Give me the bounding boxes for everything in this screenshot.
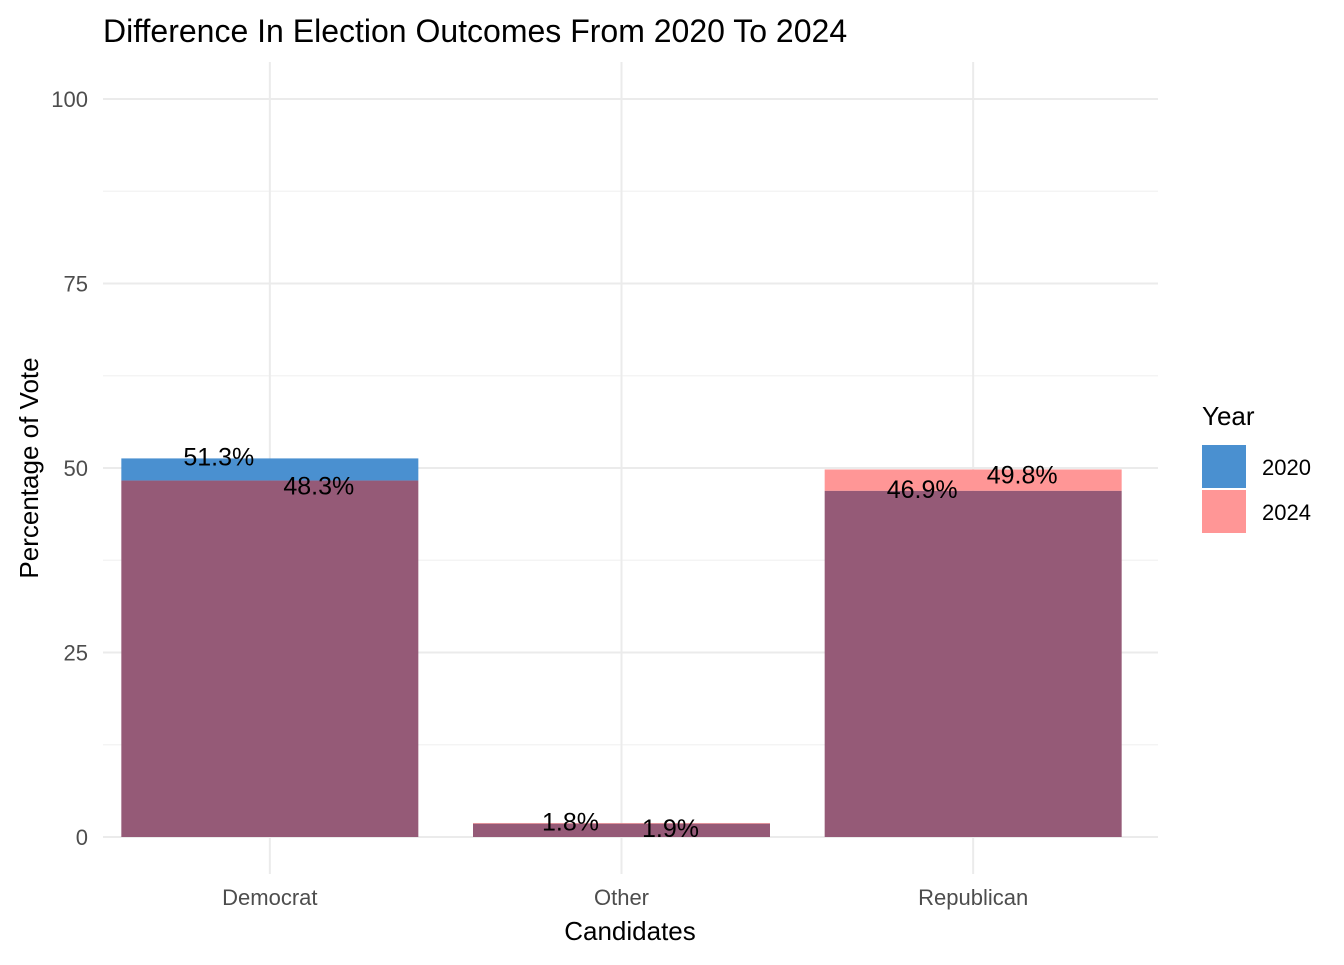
y-tick-label: 100 [51, 87, 88, 112]
legend-key-2024 [1202, 490, 1246, 533]
bar-overlap-republican [824, 490, 1122, 837]
legend-title: Year [1202, 401, 1255, 431]
data-label-2024: 48.3% [283, 473, 354, 501]
legend-key-2020 [1202, 445, 1246, 488]
x-axis-title: Candidates [564, 916, 696, 946]
chart-title: Difference In Election Outcomes From 202… [103, 13, 847, 49]
y-tick-label: 75 [64, 272, 88, 297]
data-label-2024: 1.9% [642, 815, 699, 843]
bar-overlap-democrat [121, 480, 419, 837]
legend-label-2024: 2024 [1262, 500, 1311, 525]
bar-2020-democrat [121, 458, 419, 481]
data-labels: 51.3% 1.8% 46.9% 48.3% 1.9% 49.8% [183, 443, 1057, 843]
data-label-2024: 49.8% [987, 461, 1058, 489]
bars [121, 458, 1122, 837]
y-tick-label: 50 [64, 456, 88, 481]
data-label-2020: 46.9% [887, 476, 958, 504]
bar-2024-other [473, 822, 770, 824]
bar-2024-republican [824, 469, 1122, 491]
legend-label-2020: 2020 [1262, 455, 1311, 480]
y-tick-label: 25 [64, 641, 88, 666]
data-label-2020: 1.8% [542, 809, 599, 837]
x-tick-label: Democrat [222, 885, 317, 910]
x-tick-label: Republican [918, 885, 1028, 910]
legend: Year 2020 2024 [1202, 401, 1311, 533]
x-tick-label: Other [594, 885, 649, 910]
y-tick-label: 0 [76, 825, 88, 850]
bar-overlap-other [473, 823, 770, 837]
data-label-2020: 51.3% [183, 443, 254, 471]
y-axis-title: Percentage of Vote [14, 357, 44, 578]
x-axis: Democrat Other Republican [222, 885, 1028, 910]
y-axis: 0 25 50 75 100 [51, 87, 88, 850]
